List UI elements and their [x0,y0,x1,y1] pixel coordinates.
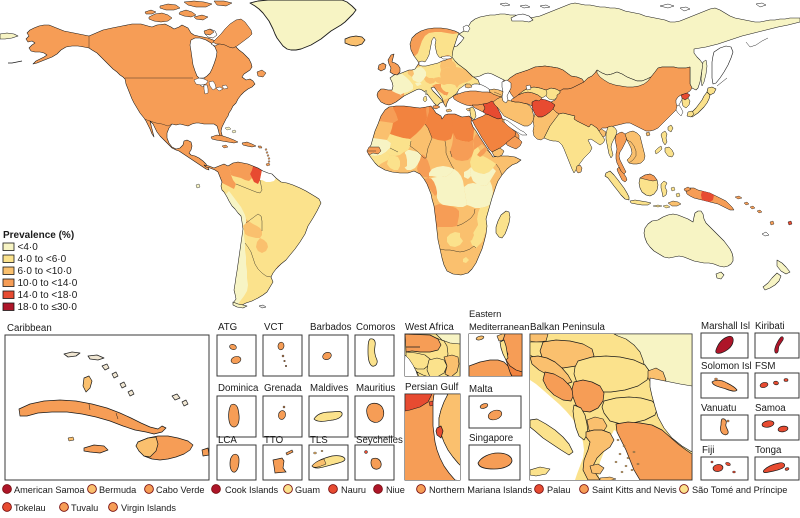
svg-text:Mauritius: Mauritius [356,383,395,394]
svg-text:Dominica: Dominica [218,383,259,394]
svg-text:18·0 to ≤30·0: 18·0 to ≤30·0 [18,302,78,313]
svg-text:Bermuda: Bermuda [99,485,137,495]
svg-text:Kiribati: Kiribati [755,321,785,332]
svg-text:TTO: TTO [264,435,284,446]
svg-text:<4·0: <4·0 [18,242,39,253]
svg-text:Eastern: Eastern [469,308,501,319]
svg-text:Samoa: Samoa [755,403,786,414]
svg-text:Palau: Palau [547,485,571,495]
svg-text:FSM: FSM [755,361,775,372]
svg-text:10·0 to <14·0: 10·0 to <14·0 [18,278,78,289]
svg-text:Singapore: Singapore [469,433,513,444]
svg-text:TLS: TLS [310,435,328,446]
svg-text:Vanuatu: Vanuatu [701,403,736,414]
svg-text:Cook Islands: Cook Islands [225,485,279,495]
svg-text:Prevalence (%): Prevalence (%) [3,230,74,241]
svg-text:VCT: VCT [264,322,283,333]
svg-text:Balkan Peninsula: Balkan Peninsula [530,322,605,333]
svg-text:LCA: LCA [218,435,237,446]
svg-text:São Tomé and Príncipe: São Tomé and Príncipe [692,485,787,495]
svg-text:Tuvalu: Tuvalu [71,503,98,513]
svg-text:Seychelles: Seychelles [356,435,403,446]
svg-text:ATG: ATG [218,322,237,333]
svg-text:Niue: Niue [386,485,405,495]
svg-text:American Samoa: American Samoa [14,485,85,495]
svg-text:Persian Gulf: Persian Gulf [405,382,459,393]
svg-text:West Africa: West Africa [405,322,454,333]
svg-text:Caribbean: Caribbean [7,323,52,334]
svg-text:4·0 to <6·0: 4·0 to <6·0 [18,254,67,265]
svg-text:Nauru: Nauru [341,485,366,495]
svg-text:Fiji: Fiji [702,445,714,456]
svg-text:Grenada: Grenada [264,383,302,394]
svg-text:Saint Kitts and Nevis: Saint Kitts and Nevis [592,485,677,495]
svg-text:14·0 to <18·0: 14·0 to <18·0 [18,290,78,301]
svg-text:Maldives: Maldives [310,383,348,394]
svg-text:Northern Mariana Islands: Northern Mariana Islands [429,485,533,495]
svg-text:Marshall Isl: Marshall Isl [701,321,750,332]
svg-text:Comoros: Comoros [356,322,395,333]
svg-text:Barbados: Barbados [310,322,352,333]
svg-text:Mediterranean: Mediterranean [469,321,529,332]
svg-text:Solomon Isl: Solomon Isl [701,361,752,372]
svg-text:Malta: Malta [469,384,493,395]
svg-text:6·0 to <10·0: 6·0 to <10·0 [18,266,73,277]
svg-text:Cabo Verde: Cabo Verde [156,485,205,495]
svg-text:Virgin Islands: Virgin Islands [121,503,176,513]
svg-text:Tonga: Tonga [755,445,782,456]
svg-text:Guam: Guam [295,485,320,495]
svg-text:Tokelau: Tokelau [14,503,46,513]
